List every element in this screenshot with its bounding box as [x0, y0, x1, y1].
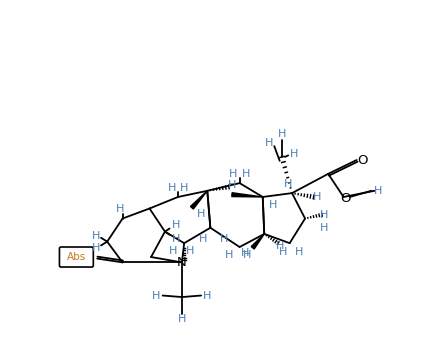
- Text: H: H: [242, 169, 250, 179]
- Text: N: N: [177, 256, 187, 269]
- Text: H: H: [168, 183, 176, 193]
- Text: H: H: [241, 248, 249, 258]
- Text: O: O: [341, 192, 351, 205]
- Text: O: O: [358, 154, 368, 166]
- Text: H: H: [284, 179, 292, 189]
- Text: H: H: [313, 192, 321, 202]
- Text: H: H: [172, 233, 181, 243]
- Text: H: H: [199, 233, 207, 243]
- Text: H: H: [224, 250, 233, 260]
- Polygon shape: [251, 234, 264, 249]
- Text: H: H: [92, 243, 101, 253]
- Text: H: H: [269, 200, 278, 210]
- Text: H: H: [295, 247, 303, 257]
- Polygon shape: [232, 193, 263, 197]
- Text: H: H: [169, 246, 178, 256]
- Text: H: H: [178, 314, 186, 324]
- Text: H: H: [186, 246, 194, 256]
- Text: H: H: [220, 233, 228, 243]
- Text: H: H: [290, 149, 298, 159]
- Text: H: H: [229, 169, 238, 179]
- Text: H: H: [265, 138, 273, 148]
- Text: H: H: [180, 183, 188, 193]
- Text: H: H: [278, 129, 286, 139]
- Text: H: H: [243, 250, 252, 260]
- Text: H: H: [374, 186, 382, 196]
- Text: H: H: [152, 291, 161, 300]
- Polygon shape: [190, 191, 207, 209]
- Text: H: H: [203, 291, 212, 300]
- Text: Abs: Abs: [67, 252, 86, 262]
- Text: H: H: [228, 180, 236, 190]
- Text: H: H: [172, 221, 181, 231]
- Text: H: H: [320, 210, 329, 220]
- Text: H: H: [280, 247, 288, 257]
- FancyBboxPatch shape: [59, 247, 93, 267]
- Text: H: H: [92, 231, 101, 241]
- Text: H: H: [197, 209, 205, 219]
- Text: H: H: [276, 241, 284, 251]
- Text: H: H: [320, 223, 329, 233]
- Text: H: H: [116, 204, 124, 214]
